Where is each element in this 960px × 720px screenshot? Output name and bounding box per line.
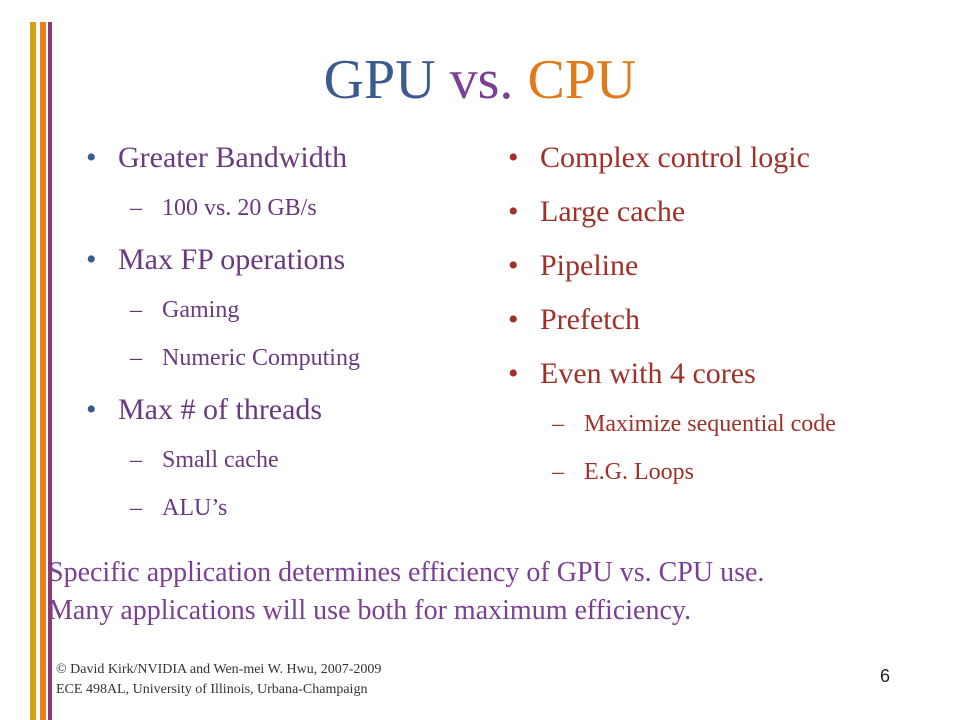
list-item: • Large cache [508,192,908,232]
bullet-row: • Max # of threads [86,390,486,430]
bullet-row: • Complex control logic [508,138,908,178]
sub-bullet-row: – Maximize sequential code [508,408,908,440]
bullet-icon: • [508,303,519,336]
summary-line-1: Specific application determines efficien… [48,557,765,588]
dash-icon: – [130,495,142,521]
sub-bullet-row: – ALU’s [86,492,486,524]
sub-bullet-label: E.G. Loops [584,459,694,485]
list-item: • Greater Bandwidth –100 vs. 20 GB/s [86,138,486,224]
sub-bullet-label: 100 vs. 20 GB/s [162,195,317,221]
page-number: 6 [880,666,891,686]
title-cpu: CPU [527,49,637,111]
bullet-row: • Greater Bandwidth [86,138,486,178]
bullet-icon: • [86,243,97,276]
gpu-column: • Greater Bandwidth –100 vs. 20 GB/s • Max… [86,138,486,540]
list-item: • Prefetch [508,300,908,340]
sub-bullet-label: Numeric Computing [162,345,360,371]
bullet-row: • Even with 4 cores [508,354,908,394]
sub-bullet-row: – E.G. Loops [508,456,908,488]
bullet-label: Even with 4 cores [540,357,756,390]
bullet-icon: • [508,249,519,282]
dash-icon: – [552,411,564,437]
sub-bullet-label: Gaming [162,297,240,323]
bullet-icon: • [86,141,97,174]
dash-icon: – [130,297,142,323]
bullet-row: • Large cache [508,192,908,232]
list-item: • Complex control logic [508,138,908,178]
sub-bullet-row: –100 vs. 20 GB/s [86,192,486,224]
summary-line-2: Many applications will use both for maxi… [48,595,692,626]
list-item: • Pipeline [508,246,908,286]
title-vs: vs. [435,49,528,111]
sub-bullet-row: – Small cache [86,444,486,476]
footer-line-1: © David Kirk/NVIDIA and Wen-mei W. Hwu, … [56,662,382,677]
summary-text: Specific application determines efficien… [48,554,908,630]
sub-bullet-label: Small cache [162,447,279,473]
dash-icon: – [130,195,142,221]
dash-icon: – [130,345,142,371]
bullet-icon: • [508,141,519,174]
bullet-icon: • [508,195,519,228]
list-item: • Even with 4 cores – Maximize sequential … [508,354,908,488]
bullet-label: Complex control logic [540,141,810,174]
bullet-label: Large cache [540,195,686,228]
slide-title: GPU vs. CPU [0,40,960,120]
dash-icon: – [130,447,142,473]
title-gpu: GPU [323,49,436,111]
bullet-label: Max # of threads [118,393,323,426]
bullet-icon: • [508,357,519,390]
footer-line-2: ECE 498AL, University of Illinois, Urban… [56,682,368,697]
decorative-bar-orange [40,22,46,720]
decorative-bar-purple [48,22,52,720]
cpu-column: • Complex control logic • Large cache • Pip… [508,138,908,504]
bullet-icon: • [86,393,97,426]
list-item: • Max # of threads – Small cache – ALU’s [86,390,486,524]
decorative-bar-gold [30,22,36,720]
footer-copyright: © David Kirk/NVIDIA and Wen-mei W. Hwu, … [56,660,381,700]
sub-bullet-label: Maximize sequential code [584,411,836,437]
sub-bullet-row: – Gaming [86,294,486,326]
dash-icon: – [552,459,564,485]
bullet-row: • Pipeline [508,246,908,286]
list-item: • Max FP operations – Gaming – Numeric Comp… [86,240,486,374]
sub-bullet-row: – Numeric Computing [86,342,486,374]
bullet-label: Max FP operations [118,243,346,276]
sub-bullet-label: ALU’s [162,495,228,521]
bullet-label: Greater Bandwidth [118,141,348,174]
bullet-row: • Prefetch [508,300,908,340]
bullet-label: Pipeline [540,249,639,282]
bullet-row: • Max FP operations [86,240,486,280]
bullet-label: Prefetch [540,303,640,336]
